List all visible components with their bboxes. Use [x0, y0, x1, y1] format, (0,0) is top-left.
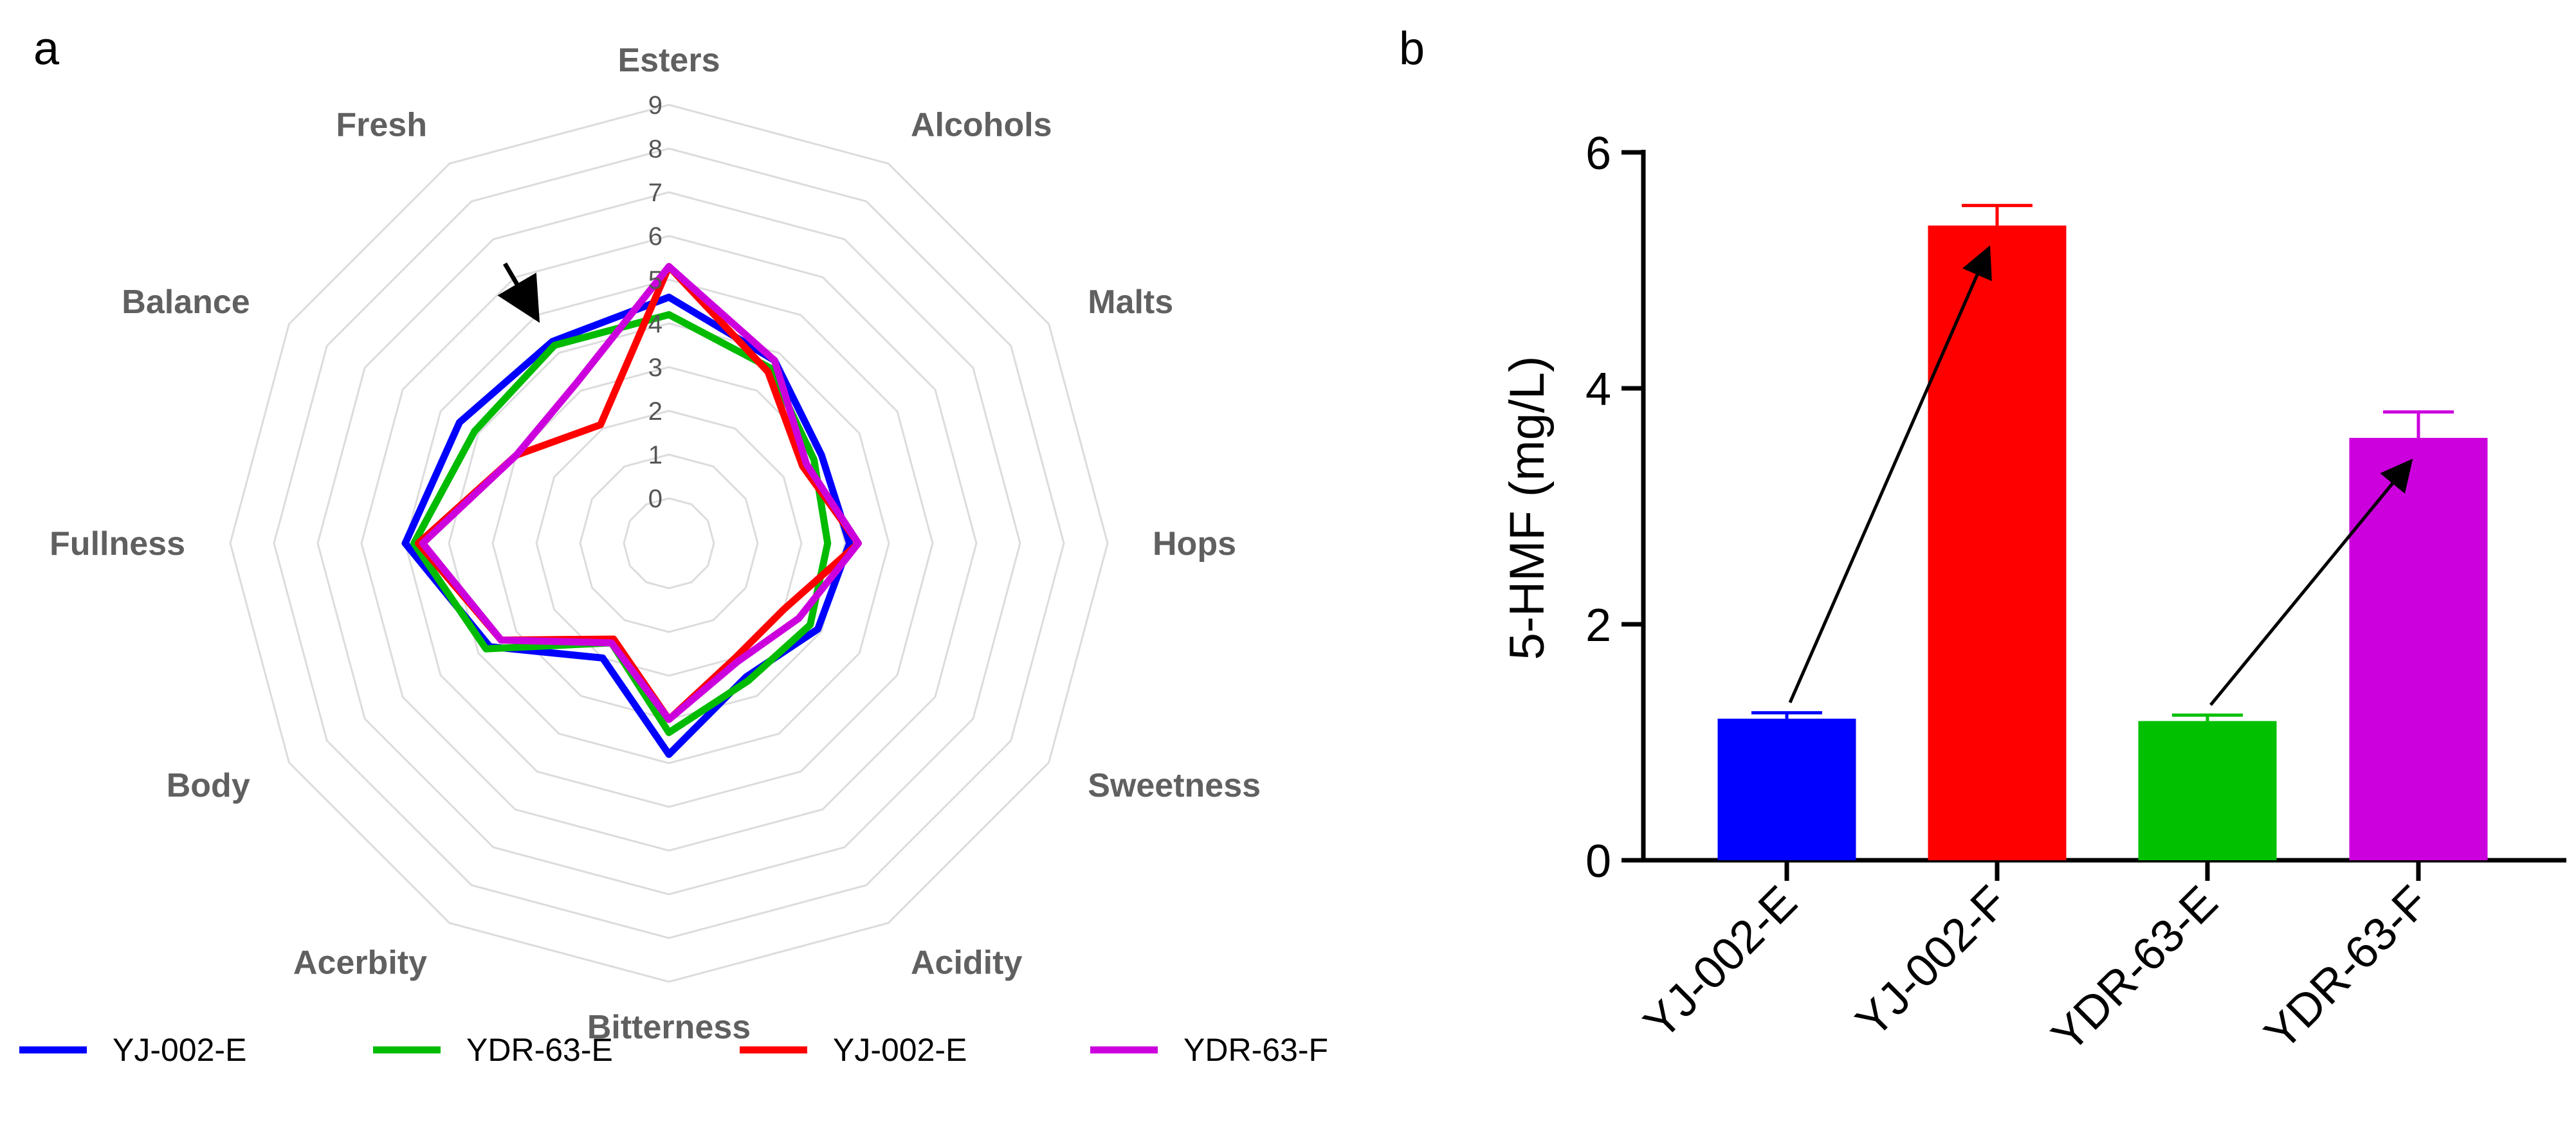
radar-axis-label: Fresh: [336, 107, 427, 144]
legend-label: YDR-63-E: [466, 1032, 613, 1068]
bar-marks: YJ-002-E YJ-002-F YDR-63-E YDR-63-F: [1634, 204, 2488, 1062]
radar-ring-label: 3: [648, 354, 662, 382]
bar-arrow: [1788, 245, 1992, 703]
y-tick-label: 6: [1585, 128, 1611, 179]
y-tick-label: 2: [1585, 600, 1611, 651]
radar-series-group: [401, 263, 862, 758]
x-tick-label: YJ-002-E: [1634, 876, 1807, 1049]
radar-axis-label: Malts: [1088, 284, 1173, 321]
radar-axis-label: Fullness: [50, 525, 185, 563]
panel-label-b: b: [1399, 23, 1425, 75]
radar-axis-label: Acerbity: [293, 944, 427, 981]
y-tick-label: 0: [1585, 836, 1611, 887]
bar-arrow: [2209, 458, 2413, 707]
legend-label: YDR-63-F: [1183, 1032, 1328, 1068]
radar-ring-label: 1: [648, 441, 662, 469]
radar-grid: [229, 104, 1109, 983]
radar-axis-label: Acidity: [911, 944, 1022, 981]
x-tick-label: YJ-002-F: [1846, 876, 2017, 1047]
radar-ring: [229, 104, 1109, 983]
radar-ring: [360, 235, 978, 852]
radar-ring-label: 0: [648, 485, 662, 513]
radar-chart: 0 1 2 3 4 5 6 7 8 9 Esters Alcohols Malts Hops Sweetn…: [50, 42, 1261, 1046]
radar-axis-label: Sweetness: [1088, 767, 1261, 804]
bar: [1717, 718, 1856, 860]
legend: YJ-002-E YDR-63-E YJ-002-E YDR-63-F: [19, 1032, 1328, 1068]
panel-label-a: a: [33, 23, 60, 75]
x-tick-label: YDR-63-E: [2042, 876, 2228, 1062]
radar-ring: [316, 191, 1021, 896]
radar-ring: [579, 453, 759, 633]
bar-chart: 0 2 4 6 YJ-002-E YJ-002-F YDR-63-E YDR-63-F 5-…: [1500, 128, 2566, 1061]
radar-series-line: [419, 263, 862, 723]
radar-ring-label: 4: [648, 310, 662, 338]
radar-axis-label: Hops: [1153, 525, 1236, 563]
radar-ring-label: 5: [648, 266, 662, 294]
radar-axis-labels: Esters Alcohols Malts Hops Sweetness Acidity B…: [50, 42, 1261, 1046]
radar-axis-label: Balance: [122, 284, 250, 321]
radar-annotation-arrow: [497, 262, 540, 323]
radar-series-line: [410, 311, 832, 736]
radar-ring: [535, 410, 803, 677]
radar-ring-label: 6: [648, 222, 662, 251]
radar-ring: [404, 278, 934, 808]
radar-ring: [448, 322, 890, 764]
x-tick-label: YDR-63-F: [2255, 876, 2439, 1060]
radar-series-line: [401, 293, 854, 758]
radar-axis-label: Esters: [618, 42, 720, 79]
radar-axis-label: Bitterness: [587, 1009, 751, 1046]
y-tick-label: 4: [1585, 364, 1611, 415]
legend-label: YJ-002-E: [833, 1032, 967, 1068]
radar-ring-label: 8: [648, 135, 662, 163]
radar-ring-label: 2: [648, 397, 662, 426]
bar: [2138, 721, 2277, 860]
bar: [1928, 225, 2067, 860]
radar-ring: [273, 147, 1065, 939]
y-axis-label: 5-HMF (mg/L): [1500, 356, 1555, 660]
radar-ring-label: 9: [648, 91, 662, 120]
radar-axis-label: Body: [167, 767, 250, 804]
bar: [2349, 438, 2488, 860]
radar-axis-label: Alcohols: [911, 107, 1052, 144]
radar-ring-labels: 0 1 2 3 4 5 6 7 8 9: [648, 91, 662, 513]
legend-label: YJ-002-E: [113, 1032, 246, 1068]
radar-ring-label: 7: [648, 179, 662, 207]
bar-annotation-arrows: [1788, 245, 2413, 707]
radar-ring: [623, 497, 715, 590]
